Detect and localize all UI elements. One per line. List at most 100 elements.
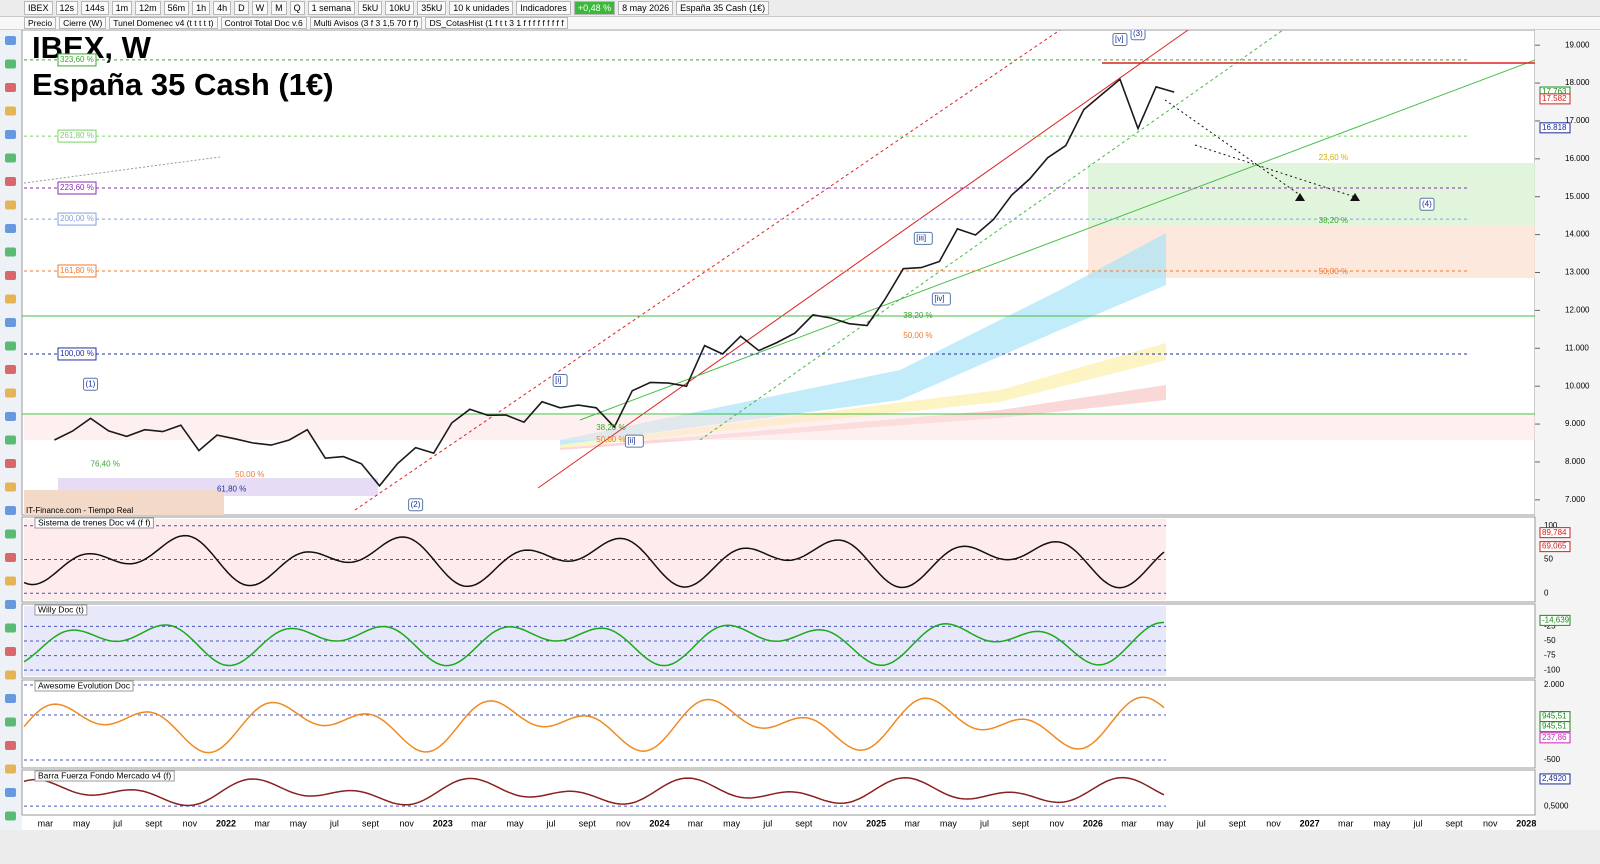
y-tick-label: 0 xyxy=(1544,588,1549,597)
fib-label: 200,00 % xyxy=(60,214,94,223)
toolbar-button[interactable]: España 35 Cash (1€) xyxy=(676,1,770,15)
x-tick-label: sept xyxy=(579,818,597,828)
tool-icon[interactable] xyxy=(5,224,16,233)
toolbar-button[interactable]: Q xyxy=(289,1,305,15)
y-tick-label: 13.000 xyxy=(1565,268,1590,277)
fib-label: 323,60 % xyxy=(60,55,94,64)
wave-box xyxy=(1112,32,1128,46)
toolbar-button[interactable]: 8 may 2026 xyxy=(618,1,674,15)
toolbar-button[interactable]: IBEX xyxy=(24,1,53,15)
toolbar-button[interactable]: 144s xyxy=(81,1,109,15)
tool-icon[interactable] xyxy=(5,764,16,774)
toolbar-button[interactable]: 5kU xyxy=(358,1,383,15)
fib-annotation: 38,20 % xyxy=(596,423,625,432)
x-tick-label: 2026 xyxy=(1083,818,1103,828)
tool-icon[interactable] xyxy=(5,271,16,280)
oscillator-decoration xyxy=(23,696,1165,754)
x-tick-label: 2023 xyxy=(433,818,453,828)
toolbar-button[interactable]: W xyxy=(251,1,269,15)
last-value-label: 16.818 xyxy=(1542,123,1567,132)
toolbar-button[interactable]: 1 semana xyxy=(307,1,356,15)
fib-annotation: 50,00 % xyxy=(596,435,625,444)
x-tick-label: sept xyxy=(1012,818,1030,828)
toolbar-button[interactable]: Tunel Domenec v4 (t t t t t) xyxy=(109,17,218,29)
panel-background xyxy=(24,772,1166,813)
tool-icon[interactable] xyxy=(5,811,16,821)
cloud xyxy=(560,233,1166,445)
tool-icon[interactable] xyxy=(5,694,16,703)
y-tick-label: 19.000 xyxy=(1565,40,1590,49)
y-tick-label: -500 xyxy=(1544,755,1561,764)
tool-icon[interactable] xyxy=(5,200,16,210)
panel-title-box xyxy=(34,604,88,616)
tool-icon[interactable] xyxy=(5,459,16,468)
tool-icon[interactable] xyxy=(5,388,16,398)
toolbar-button[interactable]: 1h xyxy=(192,1,211,15)
wave-label: [ii] xyxy=(627,436,635,445)
x-tick-label: mar xyxy=(1338,818,1354,828)
toolbar-button[interactable]: Cierre (W) xyxy=(59,17,107,29)
tool-icon[interactable] xyxy=(5,553,16,562)
toolbar-button[interactable]: Precio xyxy=(24,17,57,29)
trend-line xyxy=(537,17,1206,489)
toolbar-button[interactable]: 10kU xyxy=(385,1,415,15)
tool-icon[interactable] xyxy=(5,788,16,797)
tool-icon[interactable] xyxy=(5,318,16,327)
indicator-bar: Precio Cierre (W) Tunel Domenec v4 (t t t … xyxy=(0,17,1600,30)
toolbar-button[interactable]: Indicadores xyxy=(516,1,571,15)
tool-icon[interactable] xyxy=(5,576,16,586)
marker-box xyxy=(1539,541,1571,553)
tool-icon[interactable] xyxy=(5,83,16,92)
target-zone xyxy=(1088,163,1535,225)
tool-icon[interactable] xyxy=(5,130,16,139)
tool-icon[interactable] xyxy=(5,717,16,727)
tool-icon[interactable] xyxy=(5,59,16,69)
y-tick-label: 15.000 xyxy=(1565,192,1590,201)
tool-icon[interactable] xyxy=(5,247,16,257)
toolbar-button[interactable]: 10 k unidades xyxy=(449,1,514,15)
toolbar-button[interactable]: 12s xyxy=(55,1,79,15)
toolbar: IBEX 12s 144s 1m 12m 56m 1h 4h D W M Q 1 semana 5kU 10… xyxy=(0,0,1600,17)
tool-icon[interactable] xyxy=(5,741,16,750)
x-tick-label: nov xyxy=(1050,818,1065,828)
toolbar-button[interactable]: +0,48 % xyxy=(573,1,616,15)
tool-icon[interactable] xyxy=(5,412,16,421)
toolbar-button[interactable]: DS_CotasHist (1 f t t 3 1 f f f f f f f … xyxy=(425,17,568,29)
tool-icon[interactable] xyxy=(5,506,16,515)
toolbar-button[interactable]: 56m xyxy=(163,1,190,15)
last-value-box xyxy=(1539,93,1571,105)
tool-icon[interactable] xyxy=(5,670,16,680)
toolbar-button[interactable]: D xyxy=(234,1,249,15)
tool-icon[interactable] xyxy=(5,482,16,492)
fib-annotation: 38,20 % xyxy=(1319,216,1348,225)
tool-icon[interactable] xyxy=(5,177,16,186)
x-tick-label: may xyxy=(940,818,958,828)
tool-icon[interactable] xyxy=(5,647,16,656)
toolbar-button[interactable]: M xyxy=(271,1,287,15)
tool-icon[interactable] xyxy=(5,341,16,351)
tool-icon[interactable] xyxy=(5,529,16,539)
y-tick-label: 16.000 xyxy=(1565,154,1590,163)
wave-box xyxy=(83,377,99,391)
tool-icon[interactable] xyxy=(5,36,16,45)
x-tick-label: may xyxy=(1157,818,1175,828)
tool-icon[interactable] xyxy=(5,600,16,609)
y-tick-label: 100 xyxy=(1544,521,1558,530)
tool-icon[interactable] xyxy=(5,294,16,304)
x-tick-label: jul xyxy=(112,818,122,828)
y-tick-label: -100 xyxy=(1544,665,1561,674)
tool-icon[interactable] xyxy=(5,106,16,116)
trend-line xyxy=(354,29,1061,511)
toolbar-button[interactable]: 35kU xyxy=(417,1,447,15)
toolbar-button[interactable]: Multi Avisos (3 f 3 1,5 70 f f) xyxy=(309,17,423,29)
tool-icon[interactable] xyxy=(5,365,16,374)
marker-box xyxy=(1539,527,1571,539)
toolbar-button[interactable]: 12m xyxy=(135,1,161,15)
toolbar-button[interactable]: Control Total Doc v.6 xyxy=(220,17,307,29)
toolbar-button[interactable]: 4h xyxy=(213,1,232,15)
toolbar-button[interactable]: 1m xyxy=(111,1,133,15)
tool-icon[interactable] xyxy=(5,153,16,163)
tool-icon[interactable] xyxy=(5,623,16,633)
tool-icon[interactable] xyxy=(5,435,16,445)
